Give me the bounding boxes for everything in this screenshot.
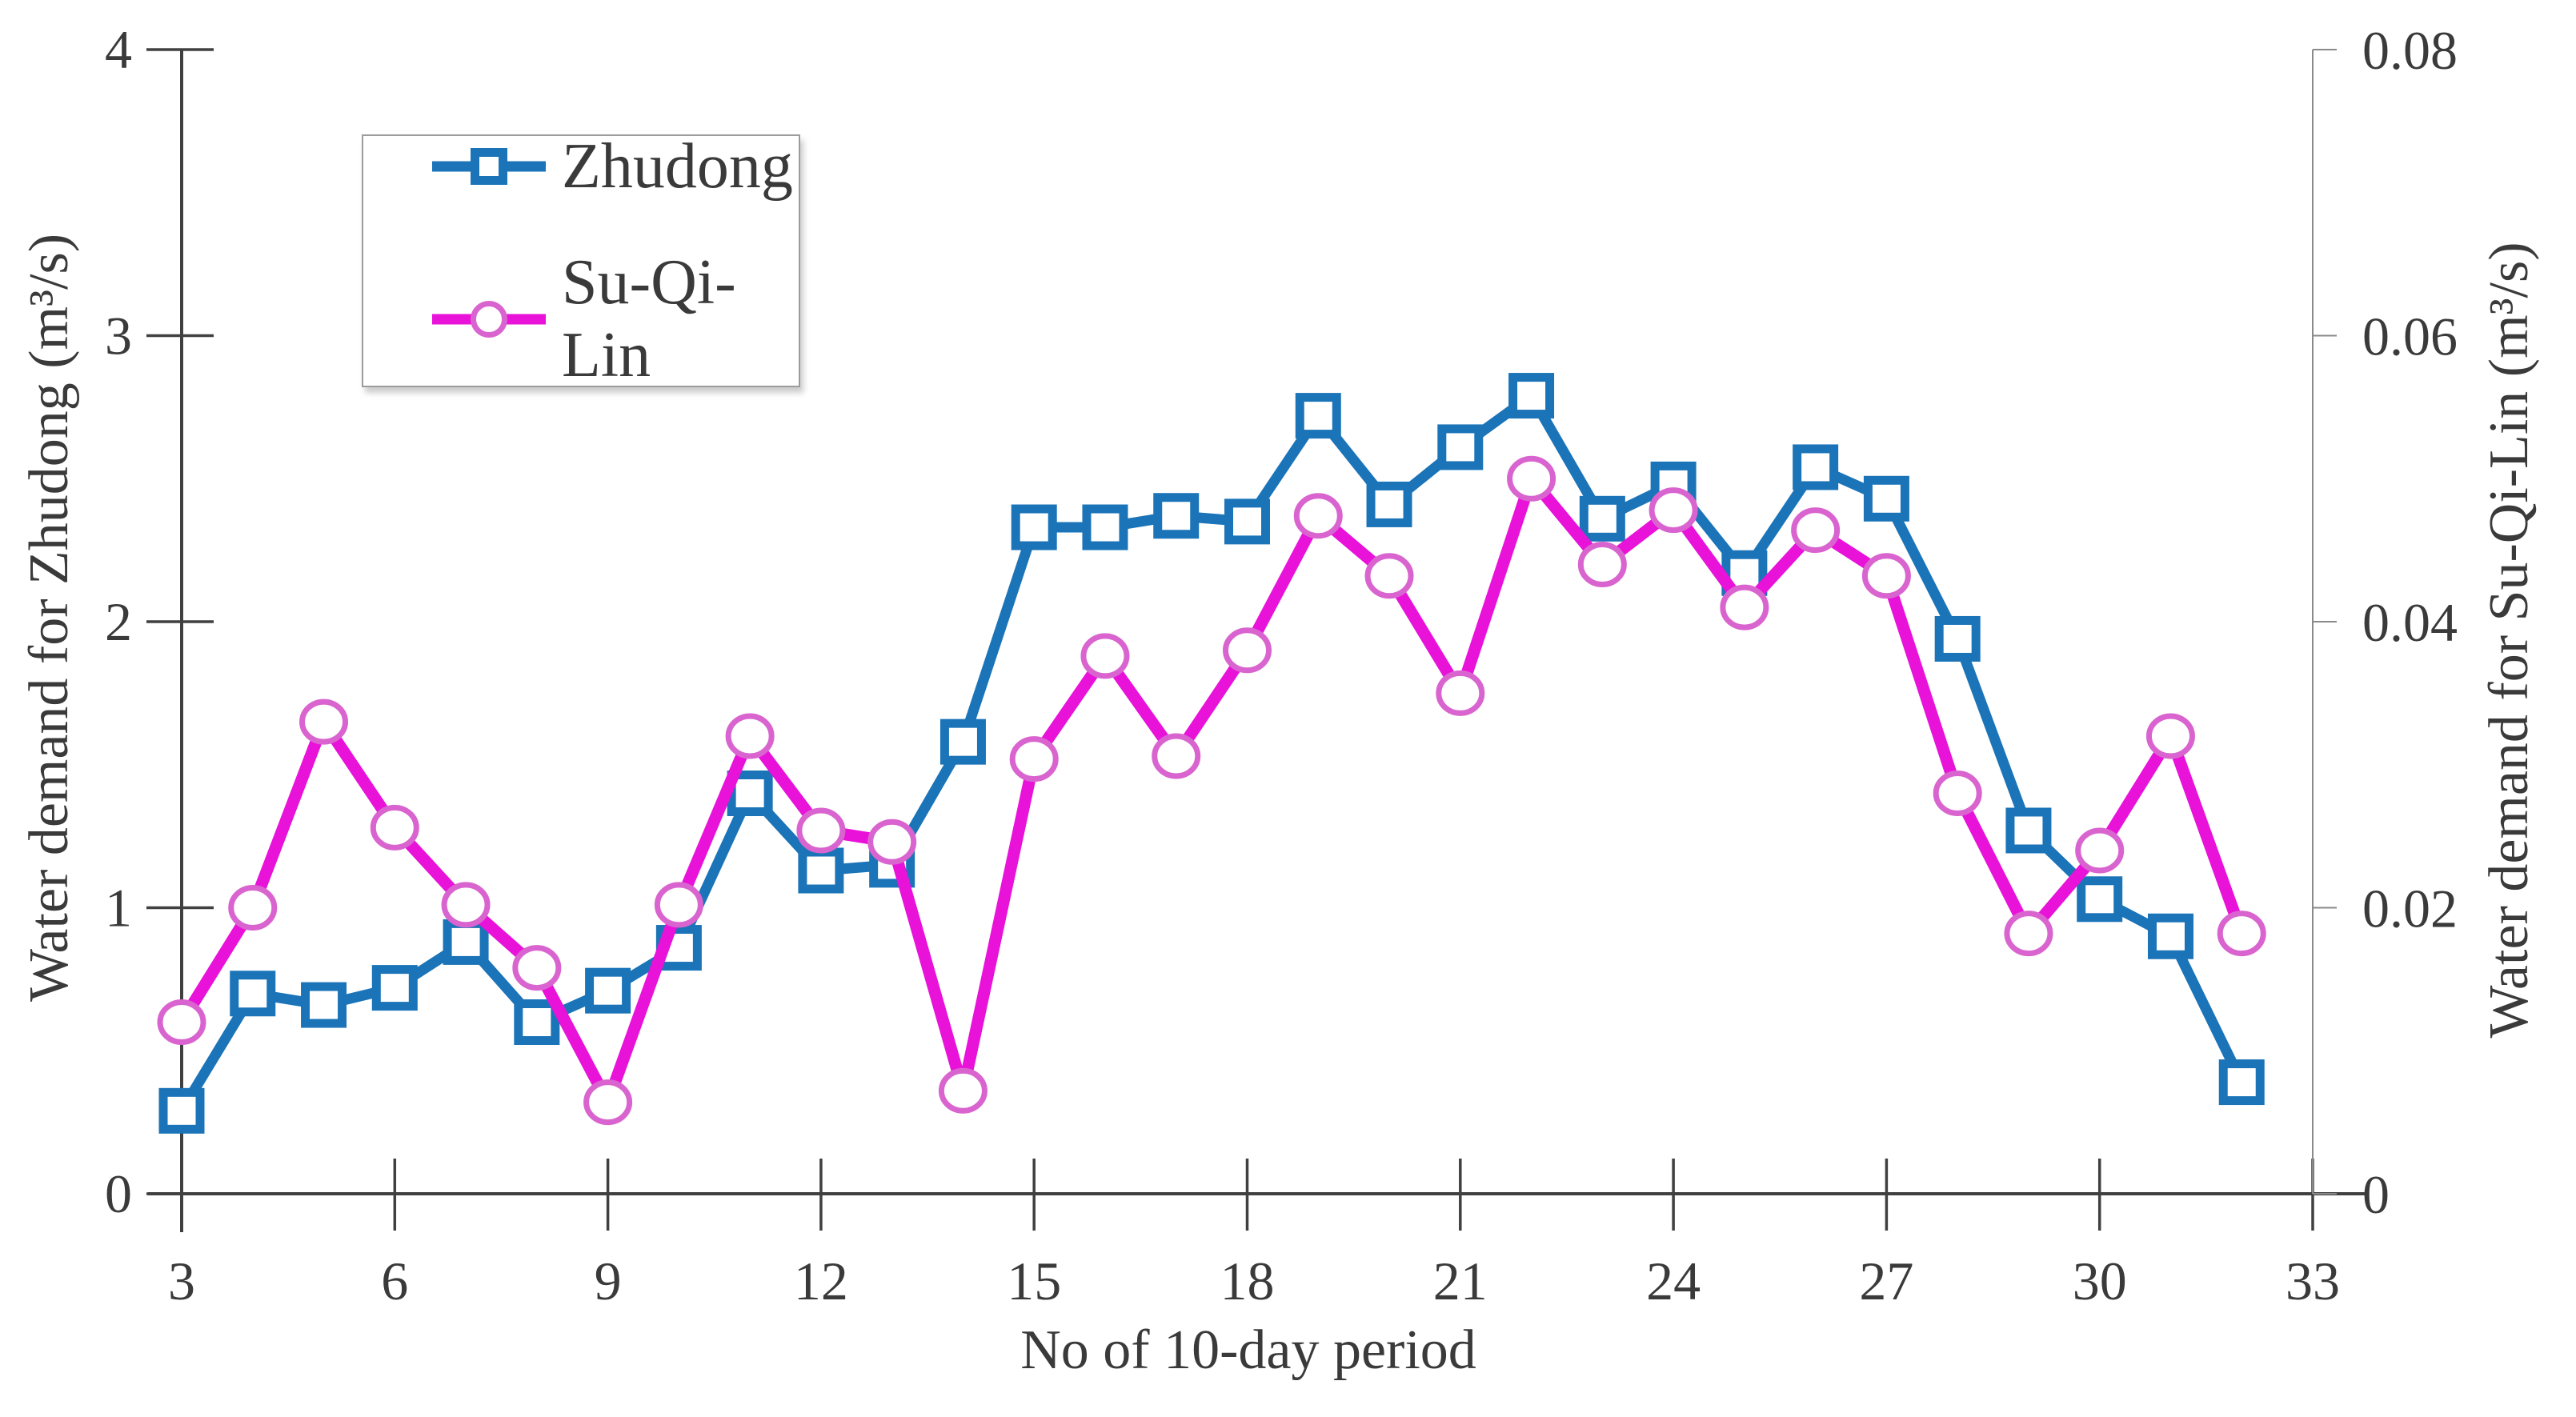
zhudong-data-point <box>798 847 844 894</box>
x-axis-tick-label: 9 <box>595 1251 622 1311</box>
suqilin-data-point <box>1364 553 1414 599</box>
zhudong-data-point <box>443 919 489 965</box>
zhudong-data-point <box>1153 493 1200 539</box>
zhudong-data-point <box>371 965 418 1011</box>
suqilin-data-point <box>938 1067 988 1114</box>
suqilin-series-line <box>176 472 2248 1109</box>
x-axis-tick-label: 30 <box>2073 1251 2127 1311</box>
suqilin-data-point <box>1933 771 1982 816</box>
zhudong-data-point <box>1366 481 1412 527</box>
suqilin-data-point <box>228 885 278 931</box>
suqilin-line-swatch <box>432 300 546 338</box>
zhudong-data-point <box>2005 807 2052 854</box>
legend-label-suqilin: Su-Qi-Lin <box>562 246 736 390</box>
suqilin-data-point <box>1720 584 1769 630</box>
right-axis-tick-label: 0.06 <box>2362 306 2458 367</box>
suqilin-data-point <box>1223 627 1272 674</box>
x-axis-tick-label: 21 <box>1433 1251 1488 1311</box>
x-axis-tick-label: 33 <box>2286 1251 2340 1311</box>
left-axis-title: Water demand for Zhudong (m³/s) <box>18 233 80 1003</box>
zhudong-data-point <box>1508 373 1555 419</box>
suqilin-data-point <box>1009 736 1059 783</box>
zhudong-data-point <box>2077 876 2123 923</box>
suqilin-data-point <box>441 882 491 928</box>
left-axis-tick-label: 0 <box>105 1163 132 1224</box>
square-marker-icon <box>471 148 507 185</box>
suqilin-data-point <box>1293 493 1343 539</box>
suqilin-data-point <box>1152 733 1201 779</box>
x-axis-title: No of 10-day period <box>1020 1319 1476 1381</box>
zhudong-data-point <box>514 999 560 1045</box>
suqilin-data-point <box>1649 487 1698 534</box>
legend: Zhudong Su-Qi-Lin <box>362 131 800 390</box>
x-axis-tick-label: 27 <box>1859 1251 1913 1311</box>
zhudong-data-point <box>1295 393 1341 439</box>
zhudong-data-point <box>1934 615 1981 662</box>
suqilin-data-point <box>2004 911 2053 957</box>
zhudong-line-swatch <box>432 148 546 185</box>
suqilin-data-point <box>1507 455 1556 502</box>
zhudong-data-point <box>1082 504 1128 550</box>
left-axis-tick-label: 1 <box>105 878 132 939</box>
zhudong-data-point <box>2218 1059 2265 1106</box>
left-axis-tick-label: 3 <box>105 306 132 366</box>
right-axis-tick-label: 0.04 <box>2362 592 2458 653</box>
suqilin-data-point <box>654 882 703 928</box>
zhudong-data-point <box>230 971 276 1017</box>
right-axis-tick-label: 0.08 <box>2362 20 2458 81</box>
suqilin-data-point <box>299 698 349 745</box>
zhudong-data-point <box>1793 444 1839 490</box>
x-axis-tick-label: 24 <box>1646 1251 1701 1311</box>
zhudong-data-point <box>2147 913 2193 959</box>
suqilin-data-point <box>1080 633 1130 679</box>
suqilin-data-point <box>2217 911 2266 957</box>
x-axis-tick-label: 3 <box>168 1251 195 1311</box>
right-axis-tick-label: 0 <box>2362 1164 2390 1225</box>
suqilin-data-point <box>725 713 775 759</box>
legend-item-zhudong: Zhudong <box>432 130 799 203</box>
circle-marker-icon <box>471 300 507 338</box>
suqilin-data-point <box>583 1079 633 1126</box>
zhudong-data-point <box>158 1087 205 1134</box>
suqilin-data-point <box>867 819 917 865</box>
right-axis-tick-label: 0.02 <box>2362 879 2458 939</box>
zhudong-data-point <box>1579 495 1625 542</box>
suqilin-data-point <box>2075 827 2125 874</box>
suqilin-data-point <box>1436 670 1485 716</box>
zhudong-data-point <box>1224 498 1270 545</box>
zhudong-data-point <box>939 719 986 765</box>
zhudong-data-point <box>301 982 347 1028</box>
x-axis-tick-label: 6 <box>381 1251 408 1311</box>
suqilin-data-point <box>1791 507 1841 554</box>
left-axis-tick-label: 2 <box>105 591 132 652</box>
x-axis-tick-label: 15 <box>1007 1251 1061 1311</box>
suqilin-data-point <box>370 804 419 851</box>
zhudong-data-point <box>1863 475 1909 522</box>
zhudong-series-line <box>177 390 2247 1114</box>
suqilin-data-point <box>796 807 846 854</box>
legend-item-suqilin: Su-Qi-Lin <box>432 246 799 392</box>
suqilin-data-point <box>1861 553 1911 599</box>
suqilin-data-point <box>512 945 562 991</box>
suqilin-data-point <box>157 999 206 1045</box>
zhudong-data-point <box>1437 424 1484 470</box>
x-axis-tick-label: 18 <box>1220 1251 1275 1311</box>
right-axis-title: Water demand for Su-Qi-Lin (m³/s) <box>2478 242 2540 1039</box>
left-axis-tick-label: 4 <box>105 19 132 80</box>
legend-label-zhudong: Zhudong <box>562 130 793 202</box>
suqilin-data-point <box>1577 542 1627 587</box>
zhudong-data-point <box>1011 504 1057 550</box>
x-axis-tick-label: 12 <box>794 1251 848 1311</box>
suqilin-data-point <box>2145 713 2195 759</box>
zhudong-data-point <box>585 967 631 1014</box>
